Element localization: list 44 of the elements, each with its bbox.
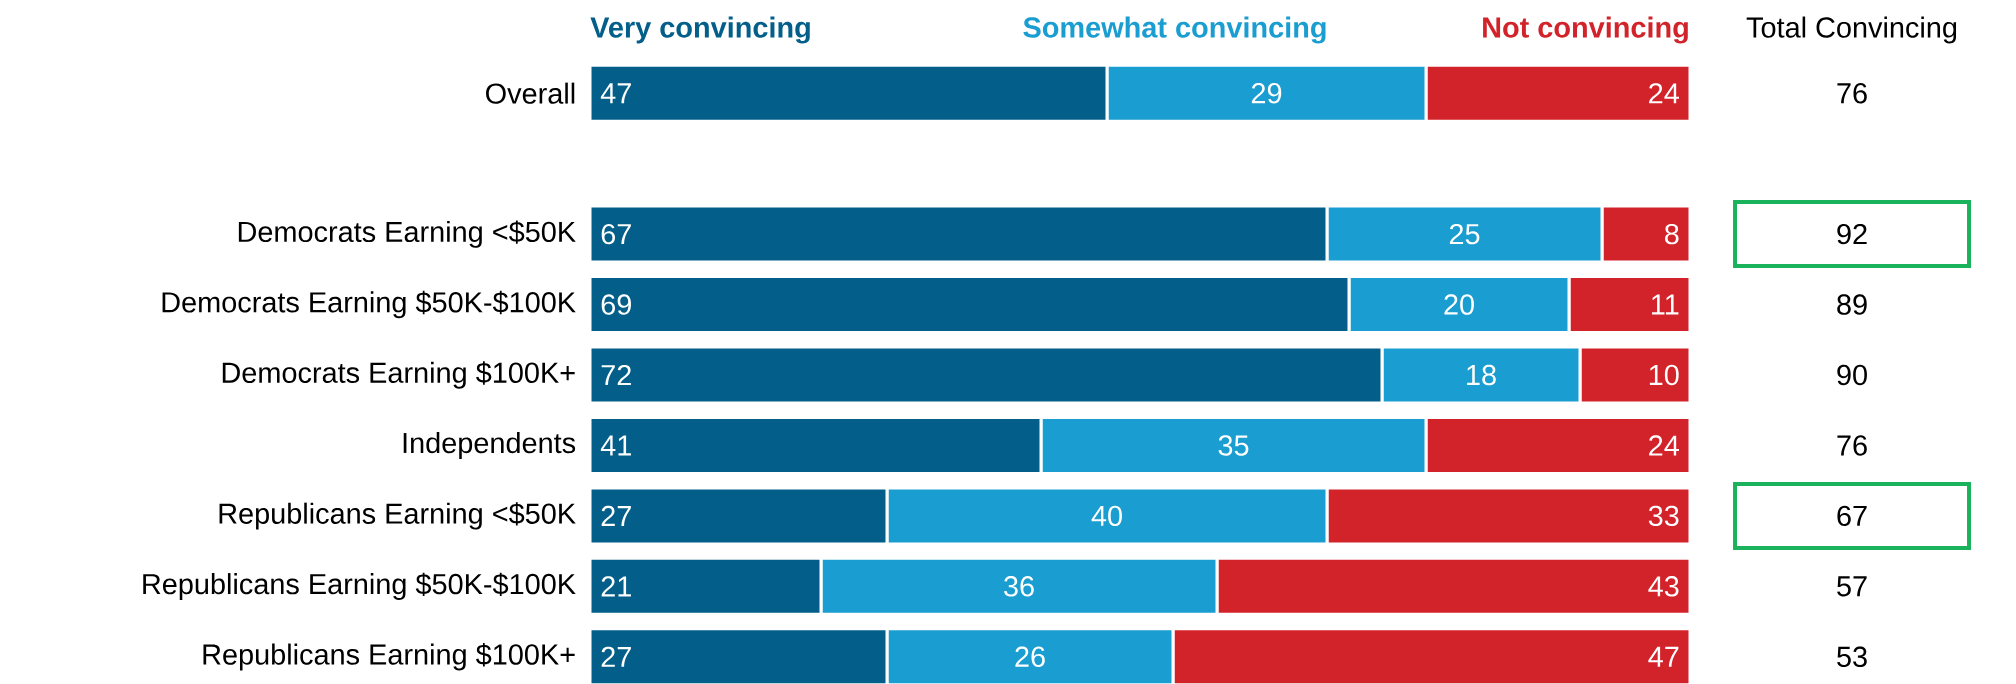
data-label: 8 (1665, 223, 1679, 245)
y-tick-label: Republicans Earning <$50K (219, 502, 576, 530)
data-label: 69 (601, 294, 631, 315)
data-label: 36 (1004, 576, 1034, 597)
text: 90 (1837, 364, 1867, 386)
data-label: 43 (1648, 576, 1679, 597)
data-label: 41 (600, 435, 631, 456)
y-tick-label: Republicans Earning $100K+ (203, 643, 575, 671)
y-tick-label: Democrats Earning <$50K (238, 220, 576, 248)
data-label: 20 (1444, 294, 1474, 315)
data-label: 24 (1649, 435, 1679, 456)
data-label: 18 (1467, 364, 1496, 386)
series-label: Very convincing (590, 16, 810, 44)
text: 67 (1837, 505, 1867, 527)
text: 76 (1837, 83, 1867, 104)
data-label: 26 (1015, 646, 1045, 668)
y-tick-label: Independents (403, 431, 576, 459)
data-label: 10 (1649, 364, 1679, 386)
text: 57 (1837, 576, 1867, 597)
data-label: 47 (1648, 646, 1679, 667)
data-label: 29 (1251, 83, 1282, 104)
data-label: 25 (1449, 223, 1480, 245)
data-label: 33 (1648, 505, 1679, 527)
text: Total Convincing (1746, 16, 1957, 44)
data-label: 27 (601, 646, 631, 667)
series-label: Somewhat convincing (1023, 16, 1326, 44)
series-label: Not convincing (1483, 16, 1688, 44)
data-label: 24 (1649, 83, 1679, 104)
text: 92 (1837, 223, 1867, 245)
data-label: 21 (601, 576, 631, 597)
y-tick-label: Democrats Earning $100K+ (222, 361, 575, 389)
data-label: 27 (601, 505, 631, 526)
data-label: 47 (600, 83, 631, 104)
y-tick-label: Democrats Earning $50K-$100K (162, 290, 576, 319)
data-label: 67 (601, 223, 631, 245)
data-label: 72 (601, 364, 631, 386)
y-tick-label: Republicans Earning $50K-$100K (143, 572, 576, 601)
text: 53 (1837, 646, 1867, 668)
data-label: 11 (1652, 294, 1679, 315)
data-label: 35 (1218, 435, 1249, 456)
data-label: 40 (1091, 505, 1122, 527)
text: 89 (1837, 294, 1867, 315)
y-tick-label: Overall (486, 82, 575, 104)
text: 76 (1837, 435, 1867, 456)
